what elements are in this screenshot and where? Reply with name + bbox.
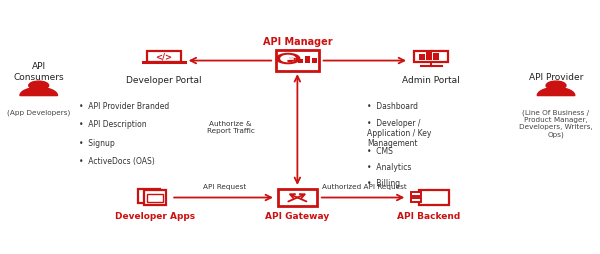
FancyBboxPatch shape <box>138 189 160 203</box>
FancyBboxPatch shape <box>412 198 421 202</box>
Text: API
Consumers: API Consumers <box>13 62 64 82</box>
Text: Authorized API Request: Authorized API Request <box>322 183 407 189</box>
FancyBboxPatch shape <box>419 55 425 60</box>
FancyBboxPatch shape <box>412 192 421 196</box>
Text: (Line Of Business /
Product Manager,
Developers, Writers,
Ops): (Line Of Business / Product Manager, Dev… <box>519 109 593 137</box>
Text: •  ActiveDocs (OAS): • ActiveDocs (OAS) <box>79 156 155 165</box>
FancyBboxPatch shape <box>147 51 181 62</box>
Text: •  CMS: • CMS <box>367 146 393 155</box>
FancyBboxPatch shape <box>298 59 303 64</box>
Text: Authorize &
Report Traffic: Authorize & Report Traffic <box>206 121 254 133</box>
Circle shape <box>29 82 49 90</box>
Text: •  API Provider Branded: • API Provider Branded <box>79 102 170 111</box>
Text: Developer Portal: Developer Portal <box>126 76 202 85</box>
Text: Admin Portal: Admin Portal <box>402 76 460 85</box>
Text: (App Developers): (App Developers) <box>7 109 70 116</box>
Polygon shape <box>537 88 575 96</box>
Text: </>: </> <box>155 53 172 61</box>
Text: •  Signup: • Signup <box>79 138 115 147</box>
Text: •  Billing: • Billing <box>367 179 400 188</box>
FancyBboxPatch shape <box>305 57 310 64</box>
FancyBboxPatch shape <box>144 191 166 205</box>
FancyBboxPatch shape <box>433 54 439 60</box>
FancyBboxPatch shape <box>414 51 448 62</box>
Polygon shape <box>20 88 58 96</box>
Circle shape <box>277 54 300 64</box>
Text: API Manager: API Manager <box>263 37 332 47</box>
FancyBboxPatch shape <box>278 189 317 206</box>
FancyBboxPatch shape <box>426 52 431 60</box>
Circle shape <box>281 56 295 62</box>
Text: Developer Apps: Developer Apps <box>115 211 195 220</box>
Wedge shape <box>288 59 295 62</box>
Text: API Request: API Request <box>203 183 247 189</box>
Text: API Gateway: API Gateway <box>265 211 329 220</box>
FancyBboxPatch shape <box>312 58 317 64</box>
Text: API Provider: API Provider <box>529 73 583 82</box>
Text: •  API Description: • API Description <box>79 120 147 129</box>
FancyBboxPatch shape <box>148 195 163 202</box>
FancyBboxPatch shape <box>275 51 319 71</box>
Circle shape <box>546 82 566 90</box>
Text: API Backend: API Backend <box>397 211 460 220</box>
Text: •  Developer /
Application / Key
Management: • Developer / Application / Key Manageme… <box>367 118 431 148</box>
Text: •  Dashboard: • Dashboard <box>367 102 418 111</box>
FancyBboxPatch shape <box>419 190 449 205</box>
Text: •  Analytics: • Analytics <box>367 162 412 171</box>
